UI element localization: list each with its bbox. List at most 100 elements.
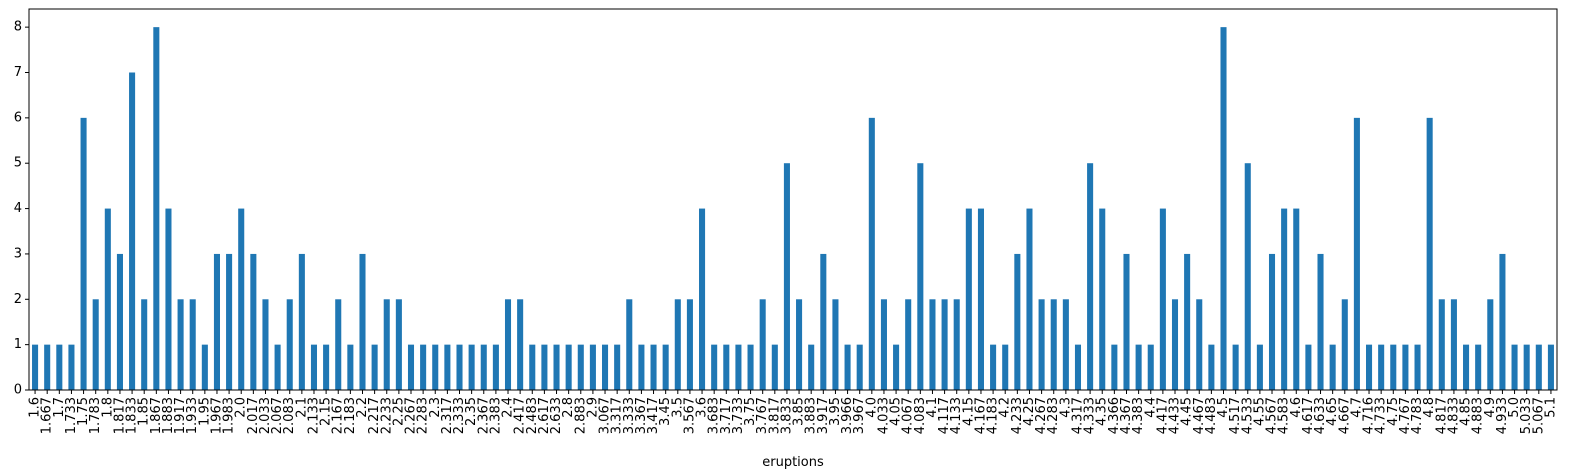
bar-4.817 [1438, 299, 1445, 390]
x-tick-label: 1.783 [88, 397, 103, 434]
bar-5.1 [1547, 344, 1554, 390]
bar-2.033 [262, 299, 269, 390]
x-axis: 1.61.6671.71.7331.751.7831.81.8171.8331.… [28, 390, 1558, 434]
x-tick-label: 2.317 [440, 397, 455, 434]
x-tick-label: 2.083 [282, 397, 297, 434]
x-tick-label: 4.467 [1192, 397, 1207, 434]
bar-4.85 [1463, 344, 1470, 390]
x-tick-label: 4.283 [1046, 397, 1061, 434]
bar-4.733 [1378, 344, 1385, 390]
bar-1.933 [189, 299, 196, 390]
bar-2.067 [274, 344, 281, 390]
x-tick-label: 4.05 [889, 397, 904, 426]
bar-2.183 [347, 344, 354, 390]
y-tick-label: 2 [14, 292, 22, 307]
bar-4.183 [990, 344, 997, 390]
bar-4.667 [1341, 299, 1348, 390]
bar-5.0 [1511, 344, 1518, 390]
x-tick-label: 2.0 [234, 397, 249, 418]
x-tick-label: 4.15 [961, 397, 976, 426]
x-tick-label: 2.283 [416, 397, 431, 434]
x-tick-label: 4.533 [1240, 397, 1255, 434]
x-tick-label: 1.7 [52, 397, 67, 418]
bar-4.617 [1305, 344, 1312, 390]
bar-3.367 [638, 344, 645, 390]
x-tick-label: 1.6 [28, 397, 43, 418]
bar-4.366 [1111, 344, 1118, 390]
x-tick-label: 1.983 [222, 397, 237, 434]
bar-3.767 [759, 299, 766, 390]
x-tick-label: 4.45 [1180, 397, 1195, 426]
bar-4.8 [1426, 117, 1433, 391]
x-tick-label: 5.0 [1507, 397, 1522, 418]
x-tick-label: 3.717 [719, 397, 734, 434]
bar-4.167 [977, 208, 984, 390]
x-tick-label: 4.333 [1083, 397, 1098, 434]
bar-2.25 [395, 299, 402, 390]
x-tick-label: 4.25 [1022, 397, 1037, 426]
y-tick-label: 3 [14, 246, 22, 261]
x-tick-label: 4.317 [1070, 397, 1085, 434]
x-tick-label: 3.85 [792, 397, 807, 426]
x-tick-label: 4.633 [1313, 397, 1328, 434]
bar-3.75 [747, 344, 754, 390]
x-tick-label: 4.8 [1422, 397, 1437, 418]
x-tick-label: 2.233 [379, 397, 394, 434]
x-tick-label: 4.75 [1386, 397, 1401, 426]
bar-2.367 [480, 344, 487, 390]
bar-3.733 [735, 344, 742, 390]
bar-4.4 [1147, 344, 1154, 390]
bar-4.633 [1317, 253, 1324, 390]
x-tick-label: 1.8 [100, 397, 115, 418]
x-tick-label: 3.45 [658, 397, 673, 426]
x-tick-label: 4.517 [1228, 397, 1243, 434]
x-tick-label: 5.1 [1543, 397, 1558, 418]
bar-4.2 [1002, 344, 1009, 390]
x-tick-label: 4.667 [1337, 397, 1352, 434]
x-tick-label: 2.25 [391, 397, 406, 426]
x-tick-label: 2.417 [513, 397, 528, 434]
bar-1.783 [92, 299, 99, 390]
x-tick-label: 4.4 [1143, 397, 1158, 418]
bar-4.033 [880, 299, 887, 390]
x-tick-label: 4.65 [1325, 397, 1340, 426]
bar-1.95 [201, 344, 208, 390]
bar-2.617 [541, 344, 548, 390]
bar-4.65 [1329, 344, 1336, 390]
bar-4.367 [1123, 253, 1130, 390]
bar-2.9 [589, 344, 596, 390]
bar-2.283 [420, 344, 427, 390]
x-tick-label: 3.967 [852, 397, 867, 434]
bar-4.483 [1208, 344, 1215, 390]
bar-3.567 [686, 299, 693, 390]
x-tick-label: 1.95 [197, 397, 212, 426]
bar-3.833 [783, 163, 790, 390]
x-tick-label: 3.833 [779, 397, 794, 434]
x-tick-label: 4.433 [1168, 397, 1183, 434]
x-tick-label: 4.367 [1119, 397, 1134, 434]
bar-2.483 [529, 344, 536, 390]
x-tick-label: 1.733 [64, 397, 79, 434]
bar-1.667 [44, 344, 51, 390]
x-tick-label: 4.183 [986, 397, 1001, 434]
bar-3.417 [650, 344, 657, 390]
x-tick-label: 2.217 [367, 397, 382, 434]
x-tick-label: 4.733 [1374, 397, 1389, 434]
x-tick-label: 4.6 [1289, 397, 1304, 418]
y-tick-label: 8 [14, 20, 22, 35]
x-tick-label: 4.366 [1107, 397, 1122, 434]
bar-1.85 [141, 299, 148, 390]
bar-4.883 [1475, 344, 1482, 390]
bar-2.883 [577, 344, 584, 390]
x-tick-label: 4.85 [1459, 397, 1474, 426]
x-tick-label: 3.95 [828, 397, 843, 426]
x-tick-label: 4.3 [1058, 397, 1073, 418]
bar-4.783 [1414, 344, 1421, 390]
bar-3.817 [771, 344, 778, 390]
x-tick-label: 2.333 [452, 397, 467, 434]
bar-3.067 [602, 344, 609, 390]
x-tick-label: 3.567 [682, 397, 697, 434]
x-tick-label: 1.85 [137, 397, 152, 426]
x-tick-label: 1.667 [40, 397, 55, 434]
bar-4.467 [1196, 299, 1203, 390]
